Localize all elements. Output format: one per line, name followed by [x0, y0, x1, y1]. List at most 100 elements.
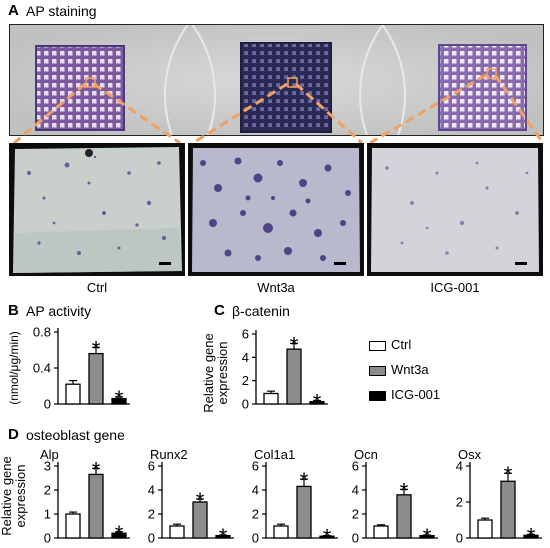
zoom-box-icg [486, 68, 497, 79]
y-tick-label: 0.4 [33, 361, 51, 376]
zoom-box-ctrl [85, 77, 96, 88]
chart-osx: 0 2 4 * * Osx [456, 447, 542, 546]
bar-icg-001 [111, 397, 127, 405]
bar-icg-001 [111, 532, 127, 539]
micrograph-ctrl [9, 143, 185, 276]
panel-d-ylabel: Relative geneexpression [0, 456, 28, 536]
chart-beta-catenin: 0 2 4 6 * * Relative geneexpression [201, 327, 328, 415]
y-tick-label: 2 [242, 373, 249, 388]
significance-star: * [313, 390, 322, 415]
y-tick-label: 0 [456, 531, 463, 546]
y-tick-label: 1 [44, 507, 51, 522]
subplot-title: Runx2 [150, 447, 188, 462]
y-tick-label: 2 [456, 495, 463, 510]
petri-dish-1 [191, 25, 216, 135]
panel-d-title: osteoblast gene [26, 427, 125, 443]
panel-b-letter: B [8, 302, 19, 319]
chart-col1a1: 0 2 4 6 * * Col1a1 [252, 447, 338, 546]
legend-swatch-wnt3a [369, 366, 386, 376]
y-tick-label: 6 [252, 459, 259, 474]
legend-label-icg: ICG-001 [391, 387, 441, 402]
scaffold-photo [9, 24, 544, 136]
zoom-connectors [13, 73, 545, 145]
y-tick-label: 6 [242, 327, 249, 342]
chart-runx2: 0 2 4 6 * * Runx2 [148, 447, 234, 546]
micrograph-icg [367, 143, 543, 276]
legend-swatch-icg [369, 391, 386, 401]
bar-ctrl [65, 383, 81, 405]
bar-wnt3a [500, 480, 516, 539]
y-tick-label: 4 [148, 483, 155, 498]
bar-icg-001 [319, 535, 335, 539]
bar-ctrl [273, 525, 289, 539]
panel-c-title: β-catenin [232, 303, 290, 319]
petri-dish-3 [359, 25, 384, 135]
bar-ctrl [373, 525, 389, 539]
caption-wnt3a: Wnt3a [257, 280, 295, 295]
significance-star: * [219, 524, 228, 546]
panel-a-letter: A [8, 2, 19, 19]
significance-star: * [423, 524, 432, 546]
significance-star: * [300, 468, 309, 493]
legend-label-wnt3a: Wnt3a [391, 362, 429, 377]
legend-swatch-ctrl [369, 341, 386, 351]
subplot-title: Col1a1 [254, 447, 295, 462]
panel-d-ylabel-text: Relative geneexpression [0, 456, 28, 536]
subplot-title: Osx [458, 447, 482, 462]
bar-ctrl [263, 392, 279, 405]
chart-ap-activity: 0 0.4 0.8 * * (nmol/μg/min) [7, 325, 130, 412]
panel-b-title: AP activity [26, 303, 92, 319]
significance-star: * [115, 386, 124, 411]
significance-star: * [504, 462, 513, 487]
caption-ctrl: Ctrl [86, 280, 108, 295]
caption-icg: ICG-001 [430, 280, 480, 295]
y-tick-label: 6 [352, 459, 359, 474]
panel-a-title: AP staining [26, 3, 97, 19]
scaffold-photo-svg [10, 25, 543, 135]
significance-star: * [196, 488, 205, 513]
y-tick-label: 0.8 [33, 325, 51, 340]
significance-star: * [290, 332, 299, 357]
bar-wnt3a [88, 473, 104, 539]
significance-star: * [527, 523, 536, 546]
y-tick-label: 4 [352, 483, 359, 498]
significance-star: * [115, 521, 124, 546]
y-tick-label: 4 [456, 459, 463, 474]
y-tick-label: 0 [44, 531, 51, 546]
scaffold-wnt3a [240, 42, 332, 133]
significance-star: * [400, 478, 409, 503]
y-tick-label: 0 [352, 531, 359, 546]
y-tick-label: 0 [148, 531, 155, 546]
y-tick-label: 4 [242, 350, 249, 365]
y-tick-label: 2 [44, 483, 51, 498]
y-tick-label: 2 [148, 507, 155, 522]
bar-ctrl [477, 519, 493, 539]
bar-wnt3a [286, 348, 302, 405]
y-axis-label: Relative geneexpression [201, 333, 230, 413]
y-axis-label: (nmol/μg/min) [7, 331, 21, 405]
bar-ctrl [65, 513, 81, 539]
y-tick-label: 2 [352, 507, 359, 522]
zoom-box-wnt3a [287, 77, 298, 88]
bar-wnt3a [88, 352, 104, 405]
y-tick-label: 3 [44, 459, 51, 474]
y-tick-label: 2 [252, 507, 259, 522]
micrograph-wnt3a [188, 143, 364, 276]
significance-star: * [323, 525, 332, 546]
y-tick-label: 0 [252, 531, 259, 546]
subplot-title: Alp [40, 447, 59, 462]
y-tick-label: 0 [242, 397, 249, 412]
bar-wnt3a [296, 485, 312, 539]
chart-ocn: 0 2 4 6 * * Ocn [352, 447, 438, 546]
y-tick-label: 0 [44, 397, 51, 412]
petri-dish-2 [164, 25, 406, 135]
subplot-title: Ocn [354, 447, 378, 462]
y-tick-label: 6 [148, 459, 155, 474]
panel-d-letter: D [8, 426, 19, 443]
chart-alp: 0 1 2 3 * * Alp [40, 447, 130, 546]
scaffold-icg [438, 44, 527, 131]
panel-c-letter: C [214, 302, 225, 319]
bar-ctrl [169, 525, 185, 539]
legend-label-ctrl: Ctrl [391, 337, 412, 352]
significance-star: * [92, 457, 101, 482]
